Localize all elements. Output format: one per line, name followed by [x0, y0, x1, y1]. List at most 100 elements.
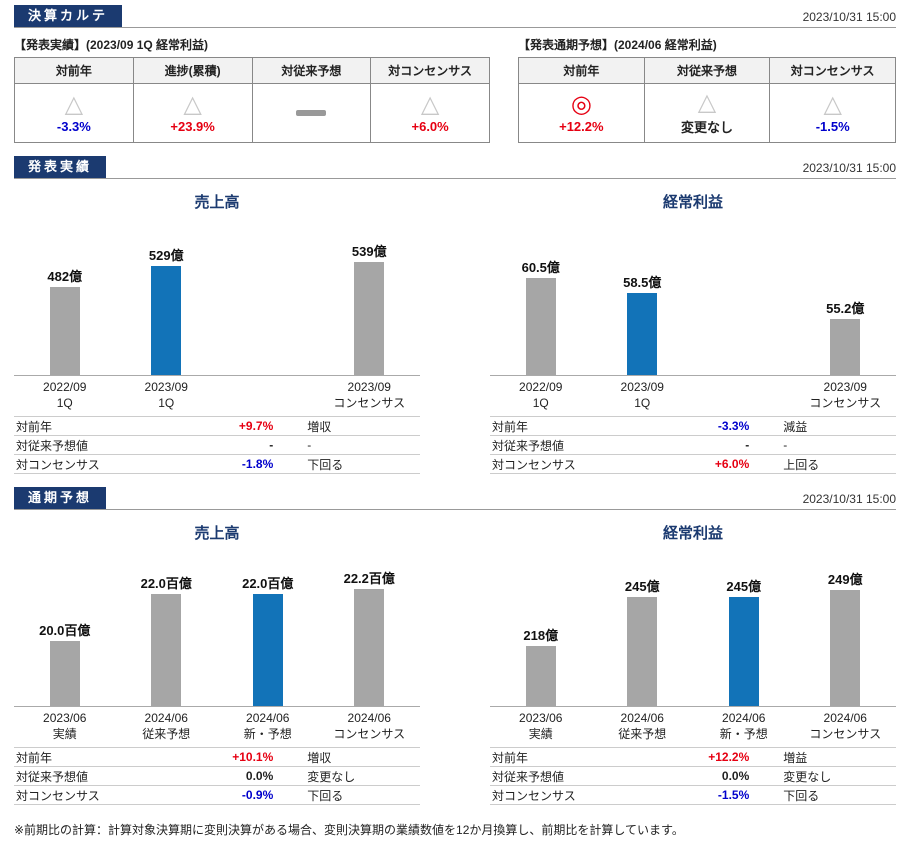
summary-cell: △ 変更なし [645, 84, 770, 142]
bar-value-label: 22.2百億 [343, 571, 395, 586]
stat-row: 対前年 +12.2% 増益 [490, 748, 896, 767]
stat-label: 対従来予想値 [16, 438, 89, 453]
bar [252, 594, 283, 706]
category-line2: 1Q [532, 396, 549, 410]
summary-column: 対従来予想 [252, 58, 372, 142]
category-line2: コンセンサス [809, 396, 882, 410]
stat-value: 0.0% [245, 769, 274, 783]
summary-column: 対前年 ◎ +12.2% [519, 58, 645, 142]
section-actual: 発表実績 2023/10/31 15:00 売上高 482億 529億 539億 2… [14, 156, 896, 474]
bar [151, 266, 182, 375]
triangle-icon: △ [697, 88, 717, 116]
stat-label: 対コンセンサス [16, 457, 100, 472]
bar [354, 262, 385, 375]
triangle-icon: △ [823, 90, 842, 118]
double-circle-icon: ◎ [570, 90, 592, 118]
stat-row: 対前年 -3.3% 減益 [490, 417, 896, 436]
category-label: 2022/09 1Q [14, 379, 116, 411]
stat-label: 対コンセンサス [492, 457, 576, 472]
chart-plot: 60.5億 58.5億 55.2億 [490, 216, 896, 376]
summary-forecast-caption: 【発表通期予想】(2024/06 経常利益) [518, 38, 717, 52]
stat-note: 変更なし [783, 769, 832, 784]
stat-label: 対従来予想値 [492, 769, 565, 784]
bar-value-label: 539億 [351, 244, 387, 259]
category-label: 2023/09 1Q [592, 379, 694, 411]
category-line1: 2023/06 [519, 711, 563, 725]
stat-value: - [269, 438, 274, 452]
stat-row: 対コンセンサス -1.8% 下回る [14, 455, 420, 474]
category-line1: 2024/06 [347, 711, 391, 725]
category-label: 2023/09 コンセンサス [319, 379, 421, 411]
stat-value: +9.7% [238, 419, 274, 433]
bar-slot: 60.5億 [490, 257, 592, 375]
summary-value: +23.9% [170, 118, 215, 134]
section-forecast-badge: 通期予想 [14, 487, 107, 509]
stat-label: 対前年 [16, 750, 53, 765]
bar-slot: 22.0百億 [116, 573, 218, 706]
category-line1: 2023/06 [43, 711, 87, 725]
stat-row: 対前年 +9.7% 増収 [14, 417, 420, 436]
category-line1: 2022/09 [519, 380, 563, 394]
stat-value: -1.5% [717, 788, 750, 802]
bar-value-label: 245億 [624, 579, 660, 594]
stat-value: -1.8% [241, 457, 274, 471]
chart-title: 経常利益 [662, 194, 723, 211]
category-label: 2024/06 新・予想 [693, 710, 795, 742]
category-label: 2023/06 実績 [490, 710, 592, 742]
summary-cell: △ -3.3% [15, 84, 133, 142]
chart-stats-table: 対前年 +10.1% 増収 対従来予想値 0.0% 変更なし 対コンセンサス -0.9% 下回る [14, 747, 420, 805]
chart-category-labels: 2023/06 実績 2024/06 従来予想 2024/06 新・予想 2024/06 コン… [490, 710, 896, 742]
category-label [217, 379, 319, 411]
stat-row: 対従来予想値 - - [14, 436, 420, 455]
summary-column-header: 進捗(累積) [133, 58, 252, 84]
summary-column: 対コンセンサス △ +6.0% [371, 58, 489, 142]
summary-cell: △ +23.9% [134, 84, 252, 142]
bar-value-label: 218億 [523, 628, 559, 643]
chart-profit-forecast: 経常利益 218億 245億 245億 249億 2023/06 実績 2024/06 従来… [490, 512, 896, 805]
bar [728, 597, 759, 706]
category-line2: 新・予想 [243, 727, 292, 741]
stat-note: 増益 [783, 750, 808, 765]
category-line1: 2024/06 [823, 711, 867, 725]
category-line1: 2023/09 [347, 380, 391, 394]
footnote: ※前期比の計算：計算対象決算期に変則決算がある場合、変則決算期の業績数値を12か… [14, 823, 684, 837]
category-line2: 実績 [528, 727, 553, 741]
summary-row: 【発表実績】(2023/09 1Q 経常利益) 対前年 △ -3.3% 進捗(累積) △… [14, 36, 896, 143]
bar-slot: 249億 [795, 569, 897, 706]
summary-value: 変更なし [681, 119, 734, 135]
summary-column-header: 対コンセンサス [371, 58, 489, 84]
stat-note: 下回る [307, 788, 344, 803]
summary-column-header: 対コンセンサス [770, 58, 896, 84]
chart-plot: 20.0百億 22.0百億 22.0百億 22.2百億 [14, 547, 420, 707]
bar-value-label: 20.0百億 [39, 623, 91, 638]
category-label: 2024/06 コンセンサス [795, 710, 897, 742]
summary-actual-caption: 【発表実績】(2023/09 1Q 経常利益) [14, 38, 209, 52]
dash-icon [296, 110, 327, 116]
summary-column: 進捗(累積) △ +23.9% [133, 58, 253, 142]
stat-label: 対コンセンサス [16, 788, 100, 803]
summary-actual-table: 対前年 △ -3.3% 進捗(累積) △ +23.9% 対従来予想 対コンセンサス △ +6.0% [14, 57, 490, 143]
category-label: 2022/09 1Q [490, 379, 592, 411]
category-line1: 2023/09 [620, 380, 664, 394]
bar [151, 594, 182, 706]
bar-value-label: 22.0百億 [242, 576, 294, 591]
triangle-icon: △ [420, 90, 440, 118]
chart-plot: 482億 529億 539億 [14, 216, 420, 376]
bar-value-label: 245億 [726, 579, 762, 594]
summary-value: +6.0% [411, 118, 449, 134]
stat-label: 対前年 [16, 419, 53, 434]
stat-note: - [783, 438, 788, 452]
bar-slot: 20.0百億 [14, 620, 116, 706]
summary-column: 対前年 △ -3.3% [15, 58, 134, 142]
category-line2: コンセンサス [809, 727, 882, 741]
stat-note: - [307, 438, 312, 452]
bar [354, 589, 385, 706]
bar-slot: 22.0百億 [217, 573, 319, 706]
summary-forecast-block: 【発表通期予想】(2024/06 経常利益) 対前年 ◎ +12.2% 対従来予想 △ 変… [518, 36, 896, 143]
chart-stats-table: 対前年 -3.3% 減益 対従来予想値 - - 対コンセンサス +6.0% 上回る [490, 416, 896, 474]
category-label: 2023/06 実績 [14, 710, 116, 742]
triangle-icon: △ [183, 90, 202, 118]
bar [830, 319, 861, 375]
category-line2: コンセンサス [333, 396, 406, 410]
